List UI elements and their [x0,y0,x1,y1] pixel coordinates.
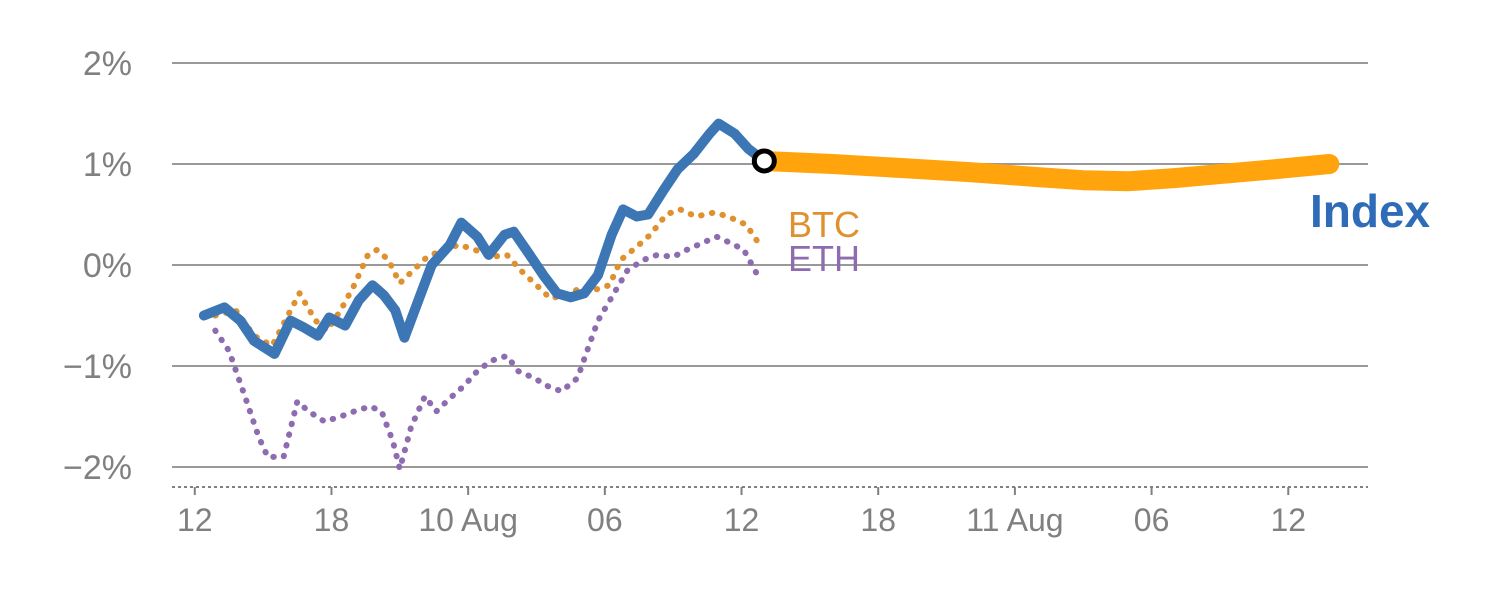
series-btc [212,206,763,349]
eth-series-label: ETH [788,238,860,279]
x-tick-label: 11 Aug [966,502,1063,538]
x-tick-label: 10 Aug [418,502,518,538]
series-index-projection [754,151,1340,192]
x-tick-label: 18 [860,502,896,538]
y-tick-label: 2% [83,45,132,83]
y-tick-label: 1% [83,146,132,184]
current-point-marker [751,148,777,174]
y-tick-label: 0% [83,247,132,285]
series-index [198,118,770,359]
btc-series-label: BTC [788,204,860,245]
index-series-label: Index [1310,185,1431,237]
x-tick-label: 06 [1134,502,1170,538]
series-eth [212,233,761,472]
x-tick-label: 12 [724,502,760,538]
x-tick-label: 06 [587,502,623,538]
x-tick-label: 12 [177,502,213,538]
y-tick-label: −2% [63,449,132,487]
x-tick-label: 12 [1270,502,1306,538]
x-tick-label: 18 [314,502,350,538]
y-tick-label: −1% [63,348,132,386]
